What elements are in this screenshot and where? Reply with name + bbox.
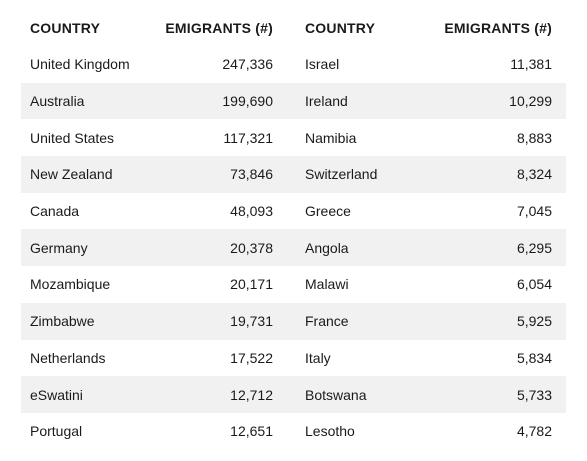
emigrants-left-cell: 199,690 [161,82,296,120]
country-left-cell: Canada [30,203,80,220]
table-header: COUNTRY EMIGRANTS (#) COUNTRY EMIGRANTS … [21,10,566,46]
table-row: United States 117,321 Namibia 8,883 [21,119,566,156]
emigrants-right-cell: 5,925 [431,302,566,340]
emigrants-right-cell: 8,324 [431,156,566,193]
country-left-cell: Germany [21,229,161,267]
emigrants-left-cell: 48,093 [230,203,273,220]
emigrants-left-cell: 20,378 [161,229,296,267]
emigrants-left-cell: 12,651 [230,423,273,440]
emigrants-right-cell: 6,054 [516,276,552,293]
country-left-cell: Portugal [30,423,83,440]
header-country-left: COUNTRY [30,20,101,36]
emigrants-right-cell: 5,733 [431,376,566,413]
country-right-cell: Botswana [296,376,431,413]
emigrants-right-cell: 4,782 [516,423,552,440]
country-left-cell: eSwatini [21,376,161,413]
emigrants-right-cell: 6,295 [431,229,566,267]
emigrants-left-cell: 12,712 [161,376,296,413]
table-row: Canada 48,093 Greece 7,045 [21,193,566,230]
country-left-cell: Australia [21,82,161,120]
table-row: Mozambique 20,171 Malawi 6,054 [21,266,566,303]
table-body: United Kingdom 247,336 Israel 11,381 Austral… [21,46,566,450]
table-row: New Zealand 73,846 Switzerland 8,324 [21,156,566,193]
emigrants-left-cell: 20,171 [230,276,273,293]
country-right-cell: Ireland [296,82,431,120]
table-row: United Kingdom 247,336 Israel 11,381 [21,46,566,83]
header-emigrants-left: EMIGRANTS (#) [165,20,273,36]
emigrants-right-cell: 10,299 [431,82,566,120]
header-row: COUNTRY EMIGRANTS (#) COUNTRY EMIGRANTS … [21,10,566,46]
table-row: Netherlands 17,522 Italy 5,834 [21,340,566,377]
country-right-cell: Malawi [305,276,349,293]
country-right-cell: Switzerland [296,156,431,193]
country-right-cell: Israel [305,56,340,73]
table-row: Australia 199,690 Ireland 10,299 [21,82,566,120]
emigrants-left-cell: 117,321 [223,129,273,146]
country-left-cell: United Kingdom [30,56,130,73]
table-row: Portugal 12,651 Lesotho 4,782 [21,413,566,450]
header-emigrants-right: EMIGRANTS (#) [444,20,552,36]
country-right-cell: Lesotho [305,423,355,440]
country-right-cell: Italy [305,349,331,366]
country-right-cell: Namibia [305,129,357,146]
country-left-cell: United States [30,129,115,146]
country-left-cell: New Zealand [21,156,161,193]
country-left-cell: Netherlands [30,349,106,366]
header-country-right: COUNTRY [305,20,376,36]
country-right-cell: Angola [296,229,431,267]
emigrants-left-cell: 247,336 [222,56,273,73]
country-left-cell: Zimbabwe [21,302,161,340]
emigrants-right-cell: 11,381 [510,56,552,73]
emigrants-right-cell: 5,834 [516,349,552,366]
emigrants-left-cell: 73,846 [161,156,296,193]
emigrants-right-cell: 8,883 [516,129,552,146]
emigrants-left-cell: 17,522 [230,349,273,366]
emigrants-table: COUNTRY EMIGRANTS (#) COUNTRY EMIGRANTS … [21,10,566,450]
table-row: Germany 20,378 Angola 6,295 [21,229,566,267]
emigrants-left-cell: 19,731 [161,302,296,340]
table-row: Zimbabwe 19,731 France 5,925 [21,302,566,340]
country-right-cell: Greece [305,203,351,220]
country-left-cell: Mozambique [30,276,111,293]
emigrants-right-cell: 7,045 [516,203,552,220]
country-right-cell: France [296,302,431,340]
table-row: eSwatini 12,712 Botswana 5,733 [21,376,566,413]
